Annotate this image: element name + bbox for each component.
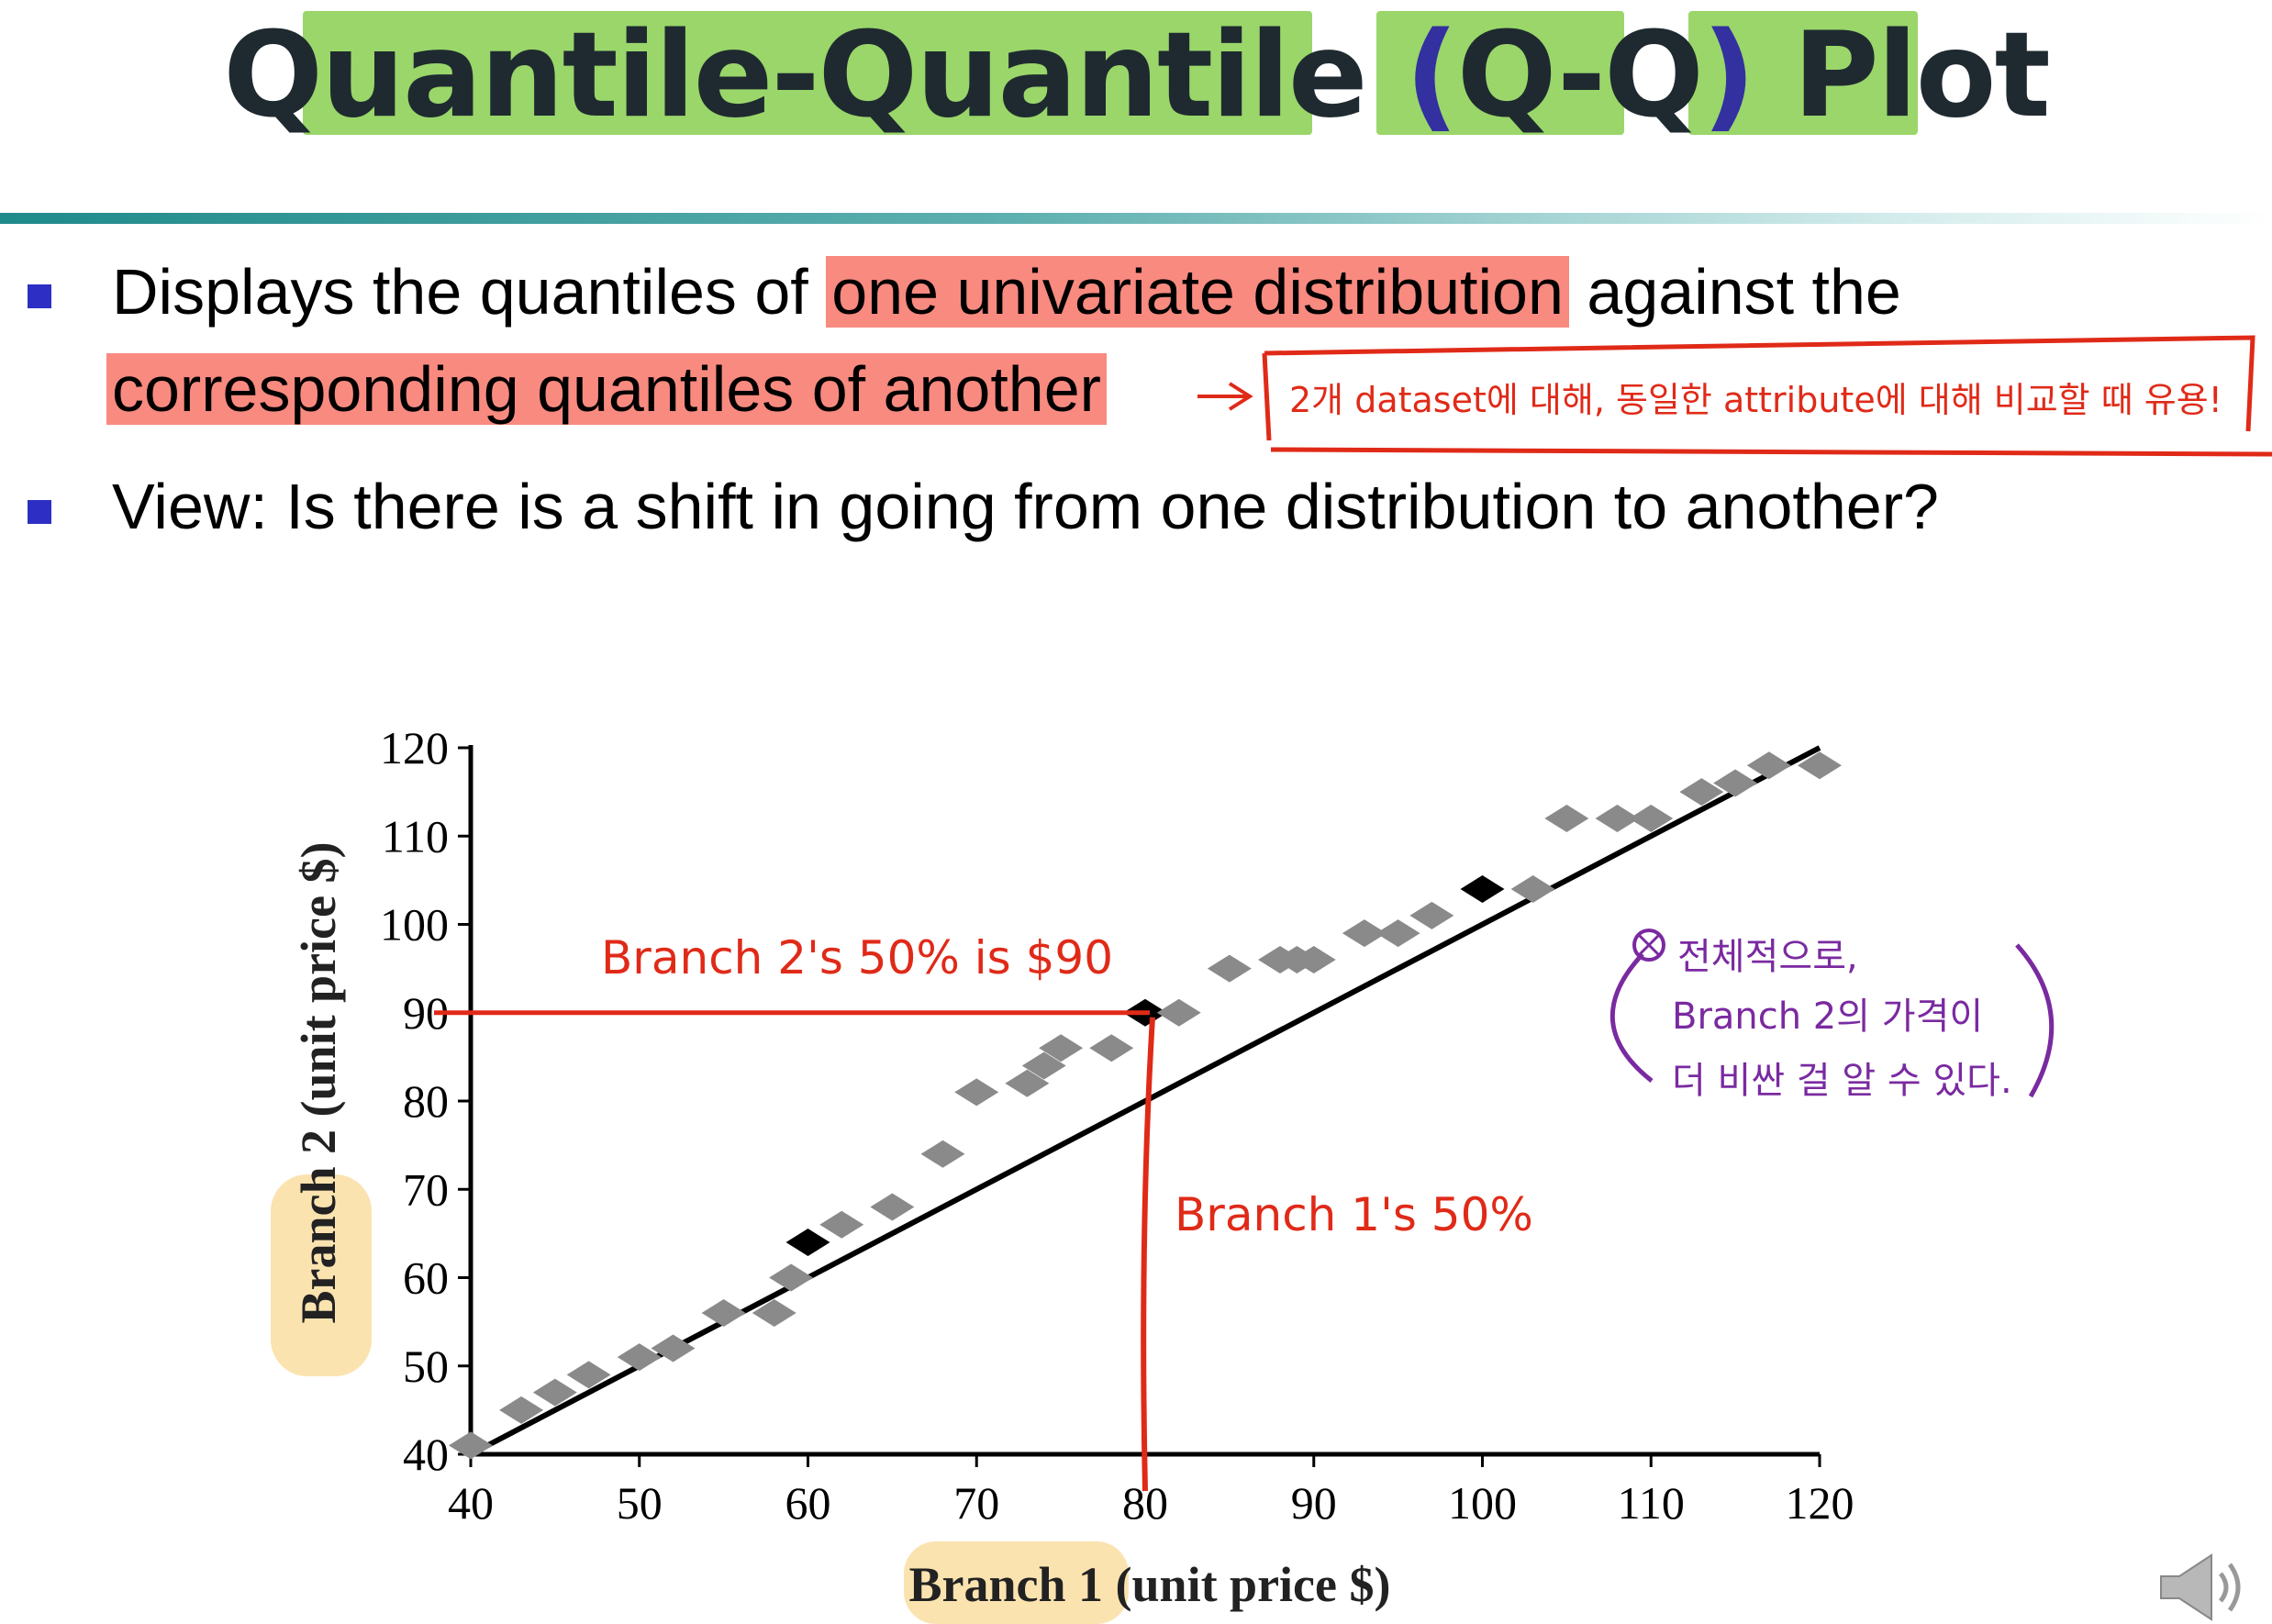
y-tick-label: 100: [380, 899, 449, 951]
highlight-phrase: one univariate distribution: [826, 256, 1569, 328]
summary-note-line-2: Branch 2의 가격이: [1672, 996, 1984, 1038]
x-tick-label: 110: [1618, 1477, 1685, 1529]
data-point: [870, 1193, 915, 1221]
guide-vertical-line: [1141, 1017, 1155, 1492]
data-point: [1713, 769, 1758, 797]
x-tick-label: 40: [448, 1477, 494, 1529]
data-point: [1409, 901, 1454, 929]
data-point: [566, 1361, 611, 1389]
data-point: [920, 1140, 965, 1168]
data-point: [1089, 1034, 1134, 1062]
title-divider: [0, 213, 2272, 224]
data-point: [1629, 805, 1674, 832]
title-highlight: [303, 11, 1312, 135]
arrow-icon: [1197, 382, 1253, 411]
data-point: [1595, 805, 1640, 832]
highlighted-data-point: [1460, 875, 1505, 903]
data-point: [651, 1334, 696, 1363]
data-point: [1156, 998, 1201, 1027]
y-tick-label: 120: [380, 722, 449, 773]
data-point: [1005, 1069, 1050, 1097]
ylabel-highlight: [271, 1174, 372, 1376]
title-highlight: [1688, 11, 1918, 135]
bullet-icon: [28, 284, 51, 308]
x-tick-label: 70: [953, 1477, 999, 1529]
data-point: [499, 1396, 544, 1424]
data-point: [752, 1299, 796, 1327]
bullet-icon: [28, 500, 51, 524]
summary-note-line-1: 전체적으로,: [1677, 936, 1858, 978]
y-axis-label: Branch 2 (unit price $): [291, 842, 346, 1324]
page-title: Quantile-Quantile (Q-Q) Plot: [223, 7, 2051, 144]
data-point: [449, 1431, 493, 1460]
y-tick-label: 50: [403, 1340, 449, 1392]
data-point: [1342, 919, 1387, 948]
x-tick-label: 90: [1291, 1477, 1337, 1529]
x-tick-label: 100: [1448, 1477, 1517, 1529]
data-point: [1544, 805, 1589, 832]
title-highlight: [1376, 11, 1624, 135]
bullet-1-line-2: corresponding quantiles of another: [106, 352, 1107, 426]
data-point: [1510, 875, 1555, 903]
data-point: [1021, 1051, 1066, 1080]
highlight-phrase: corresponding quantiles of another: [106, 353, 1107, 425]
y-tick-label: 80: [403, 1075, 449, 1127]
x-axis-label: Branch 1 (unit price $): [909, 1557, 1391, 1612]
data-point: [1207, 954, 1252, 983]
y-tick-label: 70: [403, 1163, 449, 1215]
data-point: [617, 1343, 662, 1372]
branch2-note: Branch 2's 50% is $90: [601, 931, 1114, 984]
data-point: [701, 1299, 746, 1327]
y-tick-label: 60: [403, 1252, 449, 1304]
x-tick-label: 60: [785, 1477, 831, 1529]
bullet-1-line-1: Displays the quantiles of one univariate…: [112, 256, 1901, 328]
data-point: [769, 1263, 814, 1292]
x-tick-label: 50: [617, 1477, 663, 1529]
highlighted-data-point: [785, 1229, 830, 1256]
data-point: [532, 1378, 577, 1407]
reference-line: [469, 745, 1821, 1457]
summary-right-bracket: [2015, 943, 2055, 1098]
xlabel-highlight: [904, 1541, 1129, 1624]
y-tick-label: 110: [382, 810, 449, 862]
data-point: [1039, 1034, 1084, 1062]
data-point: [1375, 919, 1420, 948]
data-point: [1746, 751, 1791, 780]
data-point: [819, 1210, 864, 1239]
x-tick-label: 120: [1786, 1477, 1854, 1529]
boxed-note: 2개 dataset에 대해, 동일한 attribute에 대해 비교할 때 …: [1289, 380, 2222, 420]
data-point: [1679, 778, 1724, 806]
note-box: [1262, 335, 2272, 457]
note-symbol-cross: [1637, 933, 1661, 957]
y-tick-label: 40: [403, 1429, 449, 1480]
data-point: [1291, 946, 1336, 973]
title-area: Quantile-Quantile (Q-Q) Plot: [0, 0, 2272, 197]
data-point: [1798, 751, 1842, 780]
bullet-2: View: Is there is a shift in going from …: [112, 471, 1939, 542]
branch1-note: Branch 1's 50%: [1175, 1188, 1533, 1241]
note-symbol-icon: [1632, 929, 1665, 962]
speaker-icon[interactable]: [2156, 1551, 2257, 1624]
summary-left-bracket: [1610, 952, 1654, 1083]
data-point: [954, 1078, 999, 1107]
summary-note-line-3: 더 비싼 걸 알 수 있다.: [1672, 1060, 2012, 1102]
